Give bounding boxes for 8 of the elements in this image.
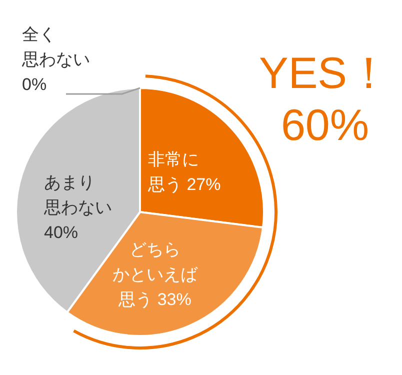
- slice-label: どちらかといえば思う 33%: [112, 240, 198, 309]
- data-label: 40%: [44, 223, 78, 242]
- category-label: 全く思わない: [22, 25, 90, 69]
- slice-label: 非常に思う 27%: [147, 150, 221, 194]
- text: YES！: [258, 49, 392, 98]
- slice-label: あまり思わない: [43, 173, 112, 217]
- text: 0%: [22, 75, 47, 94]
- text: 60%: [280, 101, 370, 150]
